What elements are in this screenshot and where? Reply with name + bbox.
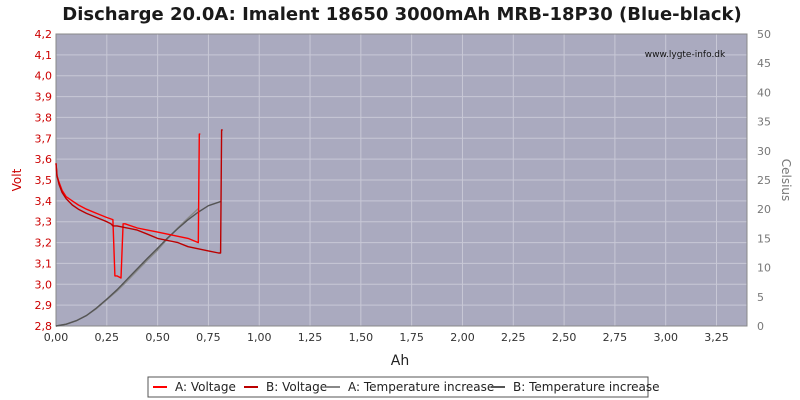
y-right-tick-label: 50 [757, 28, 771, 41]
plot-frame [55, 33, 748, 327]
watermark: www.lygte-info.dk [645, 50, 726, 60]
y-left-tick-label: 3,5 [35, 174, 53, 187]
y-left-tick-label: 3,1 [35, 257, 53, 270]
y-left-tick-label: 4,2 [35, 28, 53, 41]
y-right-tick-label: 40 [757, 86, 771, 99]
chart-title: Discharge 20.0A: Imalent 18650 3000mAh M… [62, 4, 741, 25]
y-right-tick-label: 25 [757, 174, 771, 187]
y-left-tick-label: 3,4 [35, 195, 53, 208]
x-axis-ticks: 0,00 0,25 0,50 0,75 1,00 1,25 1,50 1,75 2,00 2,25… [44, 331, 729, 344]
y-left-tick-label: 4,1 [35, 49, 53, 62]
legend-box [147, 376, 649, 398]
y-left-tick-label: 3,0 [35, 278, 53, 291]
x-tick-label: 2,25 [501, 331, 526, 344]
series-line-1 [55, 129, 223, 254]
y-left-tick-label: 3,8 [35, 111, 53, 124]
y-left-axis-label: Volt [10, 168, 24, 191]
legend-item-label: B: Temperature increase [513, 380, 660, 394]
y-left-tick-label: 2,8 [35, 320, 53, 333]
y-left-tick-label: 3,2 [35, 237, 53, 250]
x-axis-label: Ah [391, 353, 409, 369]
legend: A: Voltage B: Voltage A: Temperature incre… [147, 376, 660, 398]
y-left-tick-label: 4,0 [35, 70, 53, 83]
x-tick-label: 1,50 [349, 331, 374, 344]
y-right-tick-label: 5 [757, 291, 764, 304]
y-left-tick-label: 2,9 [35, 299, 53, 312]
series-line-3 [55, 200, 221, 327]
x-tick-label: 0,25 [95, 331, 120, 344]
legend-item-label: A: Voltage [175, 380, 236, 394]
legend-item-label: A: Temperature increase [348, 380, 494, 394]
x-tick-label: 2,75 [603, 331, 628, 344]
y-left-tick-label: 3,3 [35, 216, 53, 229]
x-tick-label: 1,25 [298, 331, 323, 344]
x-tick-label: 1,75 [399, 331, 424, 344]
series-line-0 [55, 133, 201, 279]
y-right-axis-label: Celsius [779, 159, 793, 202]
y-right-tick-label: 20 [757, 203, 771, 216]
y-right-tick-label: 35 [757, 116, 771, 129]
x-tick-label: 1,00 [247, 331, 272, 344]
x-tick-label: 3,00 [653, 331, 678, 344]
y-right-tick-label: 15 [757, 232, 771, 245]
y-right-tick-label: 30 [757, 145, 771, 158]
x-tick-label: 2,50 [552, 331, 577, 344]
x-tick-label: 3,25 [704, 331, 729, 344]
x-tick-label: 0,75 [196, 331, 221, 344]
legend-item-label: B: Voltage [266, 380, 327, 394]
x-tick-label: 0,50 [145, 331, 170, 344]
x-tick-label: 2,00 [450, 331, 475, 344]
y-right-tick-label: 0 [757, 320, 764, 333]
y-left-axis-ticks: 2,8 2,9 3,0 3,1 3,2 3,3 3,4 3,5 3,6 3,7 3,8 3,9 4,0 4… [35, 28, 53, 333]
y-left-tick-label: 3,9 [35, 91, 53, 104]
y-left-tick-label: 3,7 [35, 132, 53, 145]
y-right-tick-label: 10 [757, 262, 771, 275]
x-tick-label: 0,00 [44, 331, 69, 344]
y-left-tick-label: 3,6 [35, 153, 53, 166]
y-right-axis-ticks: 0 5 10 15 20 25 30 35 40 45 50 [757, 28, 771, 333]
series-layer [55, 129, 223, 327]
y-right-tick-label: 45 [757, 57, 771, 70]
